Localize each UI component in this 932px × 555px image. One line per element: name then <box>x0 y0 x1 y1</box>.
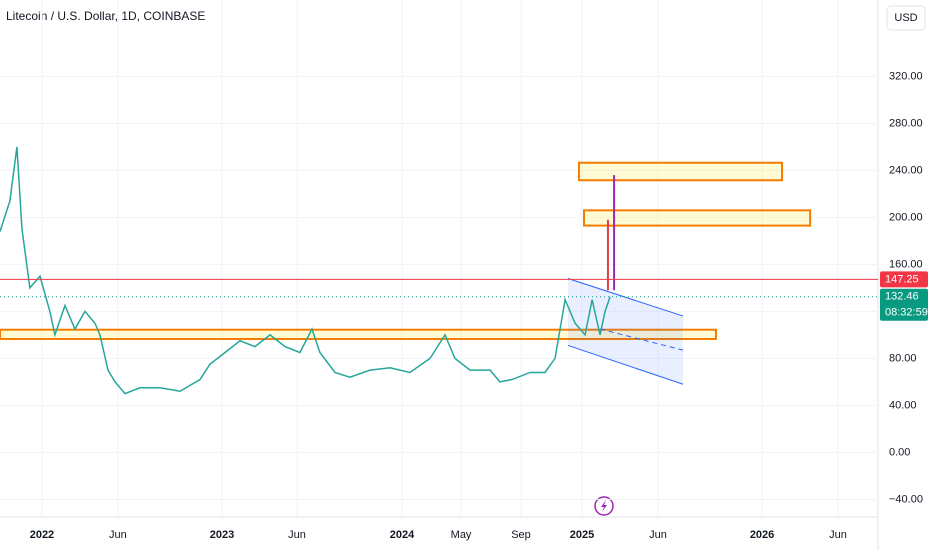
zone <box>0 328 717 340</box>
x-tick-label: 2023 <box>210 529 234 541</box>
price-tag <box>880 288 928 321</box>
channel-line <box>567 344 684 385</box>
price-tag-label: 147.25 <box>885 273 919 285</box>
x-tick-label: 2024 <box>390 529 415 541</box>
y-tick-label: 160.00 <box>889 258 923 270</box>
price-tag <box>880 271 928 288</box>
currency[interactable]: USD <box>894 12 917 24</box>
x-tick-label: Jun <box>109 529 127 541</box>
channel-fill <box>567 278 684 385</box>
chart-title: Litecoin / U.S. Dollar, 1D, COINBASE <box>6 9 205 23</box>
y-tick-label: 200.00 <box>889 211 923 223</box>
lightning-icon[interactable] <box>594 496 614 516</box>
price-line <box>0 146 611 395</box>
zone <box>577 161 784 182</box>
x-tick-label: Sep <box>511 529 531 541</box>
y-tick-label: −40.00 <box>889 493 923 505</box>
x-tick-label: 2022 <box>30 529 54 541</box>
x-tick-label: Jun <box>829 529 847 541</box>
y-tick-label: 320.00 <box>889 70 923 82</box>
x-tick-label: Jun <box>288 529 306 541</box>
zone <box>583 209 812 227</box>
x-tick-label: 2025 <box>570 529 594 541</box>
channel-line <box>567 277 684 317</box>
y-tick-label: 240.00 <box>889 164 923 176</box>
y-tick-label: 80.00 <box>889 352 917 364</box>
x-tick-label: 2026 <box>750 529 774 541</box>
x-tick-label: May <box>451 529 472 541</box>
currency-button[interactable] <box>886 5 926 31</box>
plot <box>0 0 878 517</box>
countdown: 08:32:59 <box>885 307 928 319</box>
icon-bolt[interactable] <box>601 500 607 512</box>
y-tick-label: 40.00 <box>889 399 917 411</box>
x-tick-label: Jun <box>649 529 667 541</box>
price-tag-label: 132.46 <box>885 291 919 303</box>
y-tick-label: 280.00 <box>889 117 923 129</box>
y-tick-label: 0.00 <box>889 446 910 458</box>
